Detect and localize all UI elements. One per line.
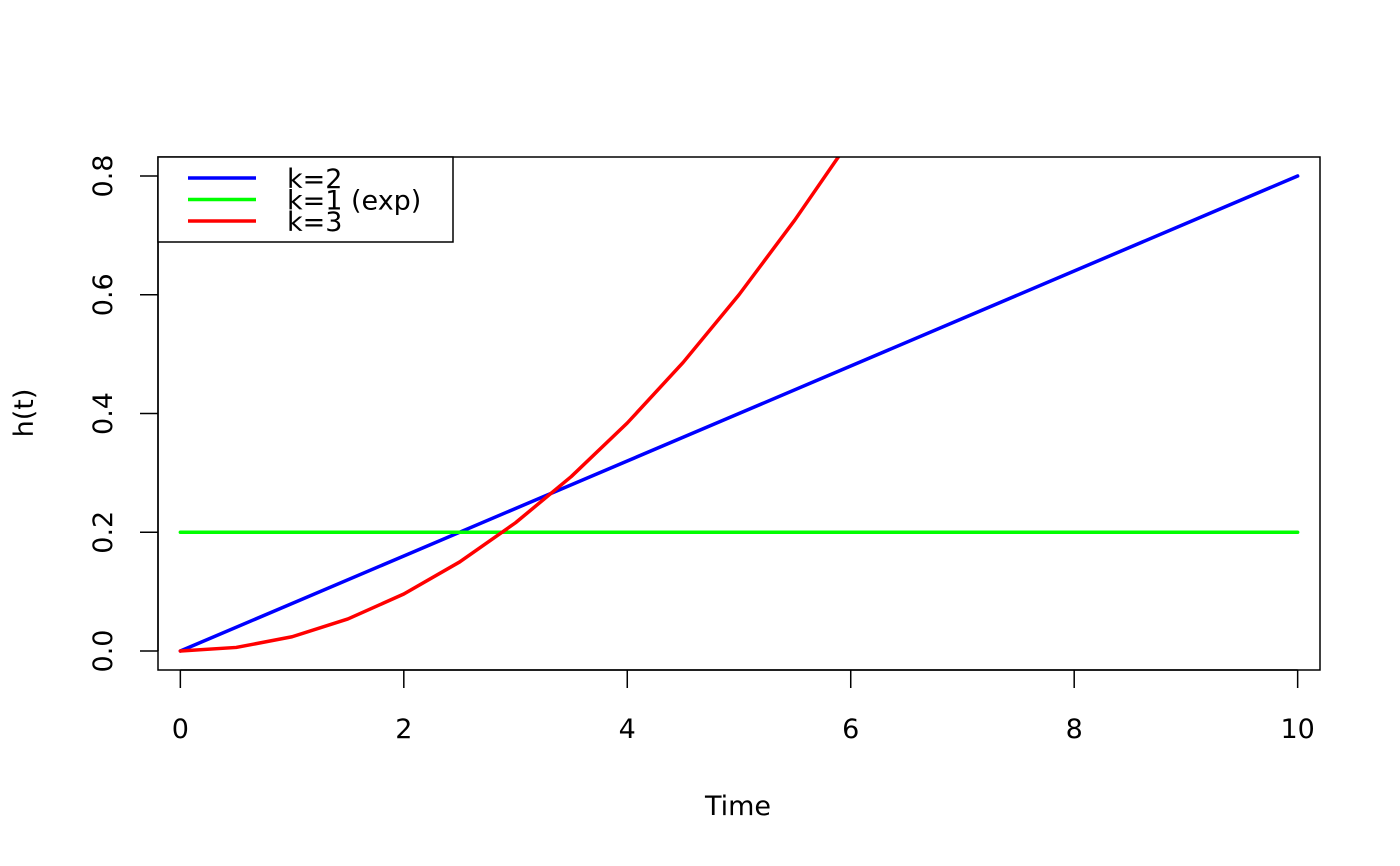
series-line (178, 157, 841, 653)
legend-label: k=1 (exp) (287, 186, 421, 217)
x-tick-label: 2 (395, 714, 412, 745)
y-axis: 0.0 0.2 0.4 0.6 0.8 (88, 155, 159, 673)
y-tick-label: 0.8 (88, 155, 119, 198)
x-axis: 0 2 4 6 8 10 (172, 669, 1315, 745)
y-tick-label: 0.4 (88, 392, 119, 435)
legend: k=2k=1 (exp)k=3 (157, 156, 454, 243)
x-axis-title: Time (704, 791, 771, 822)
x-tick-label: 6 (842, 714, 859, 745)
series-layer (178, 157, 1300, 653)
legend-label: k=2 (287, 164, 342, 195)
y-tick-label: 0.0 (88, 630, 119, 673)
x-tick-label: 0 (172, 714, 189, 745)
y-tick-label: 0.6 (88, 273, 119, 316)
x-tick-label: 8 (1066, 714, 1083, 745)
y-axis-title: h(t) (9, 389, 40, 438)
legend-label: k=3 (287, 207, 342, 238)
x-tick-label: 10 (1280, 714, 1314, 745)
x-tick-label: 4 (619, 714, 636, 745)
series-line (178, 174, 1300, 653)
y-tick-label: 0.2 (88, 511, 119, 554)
legend-box (157, 156, 454, 243)
